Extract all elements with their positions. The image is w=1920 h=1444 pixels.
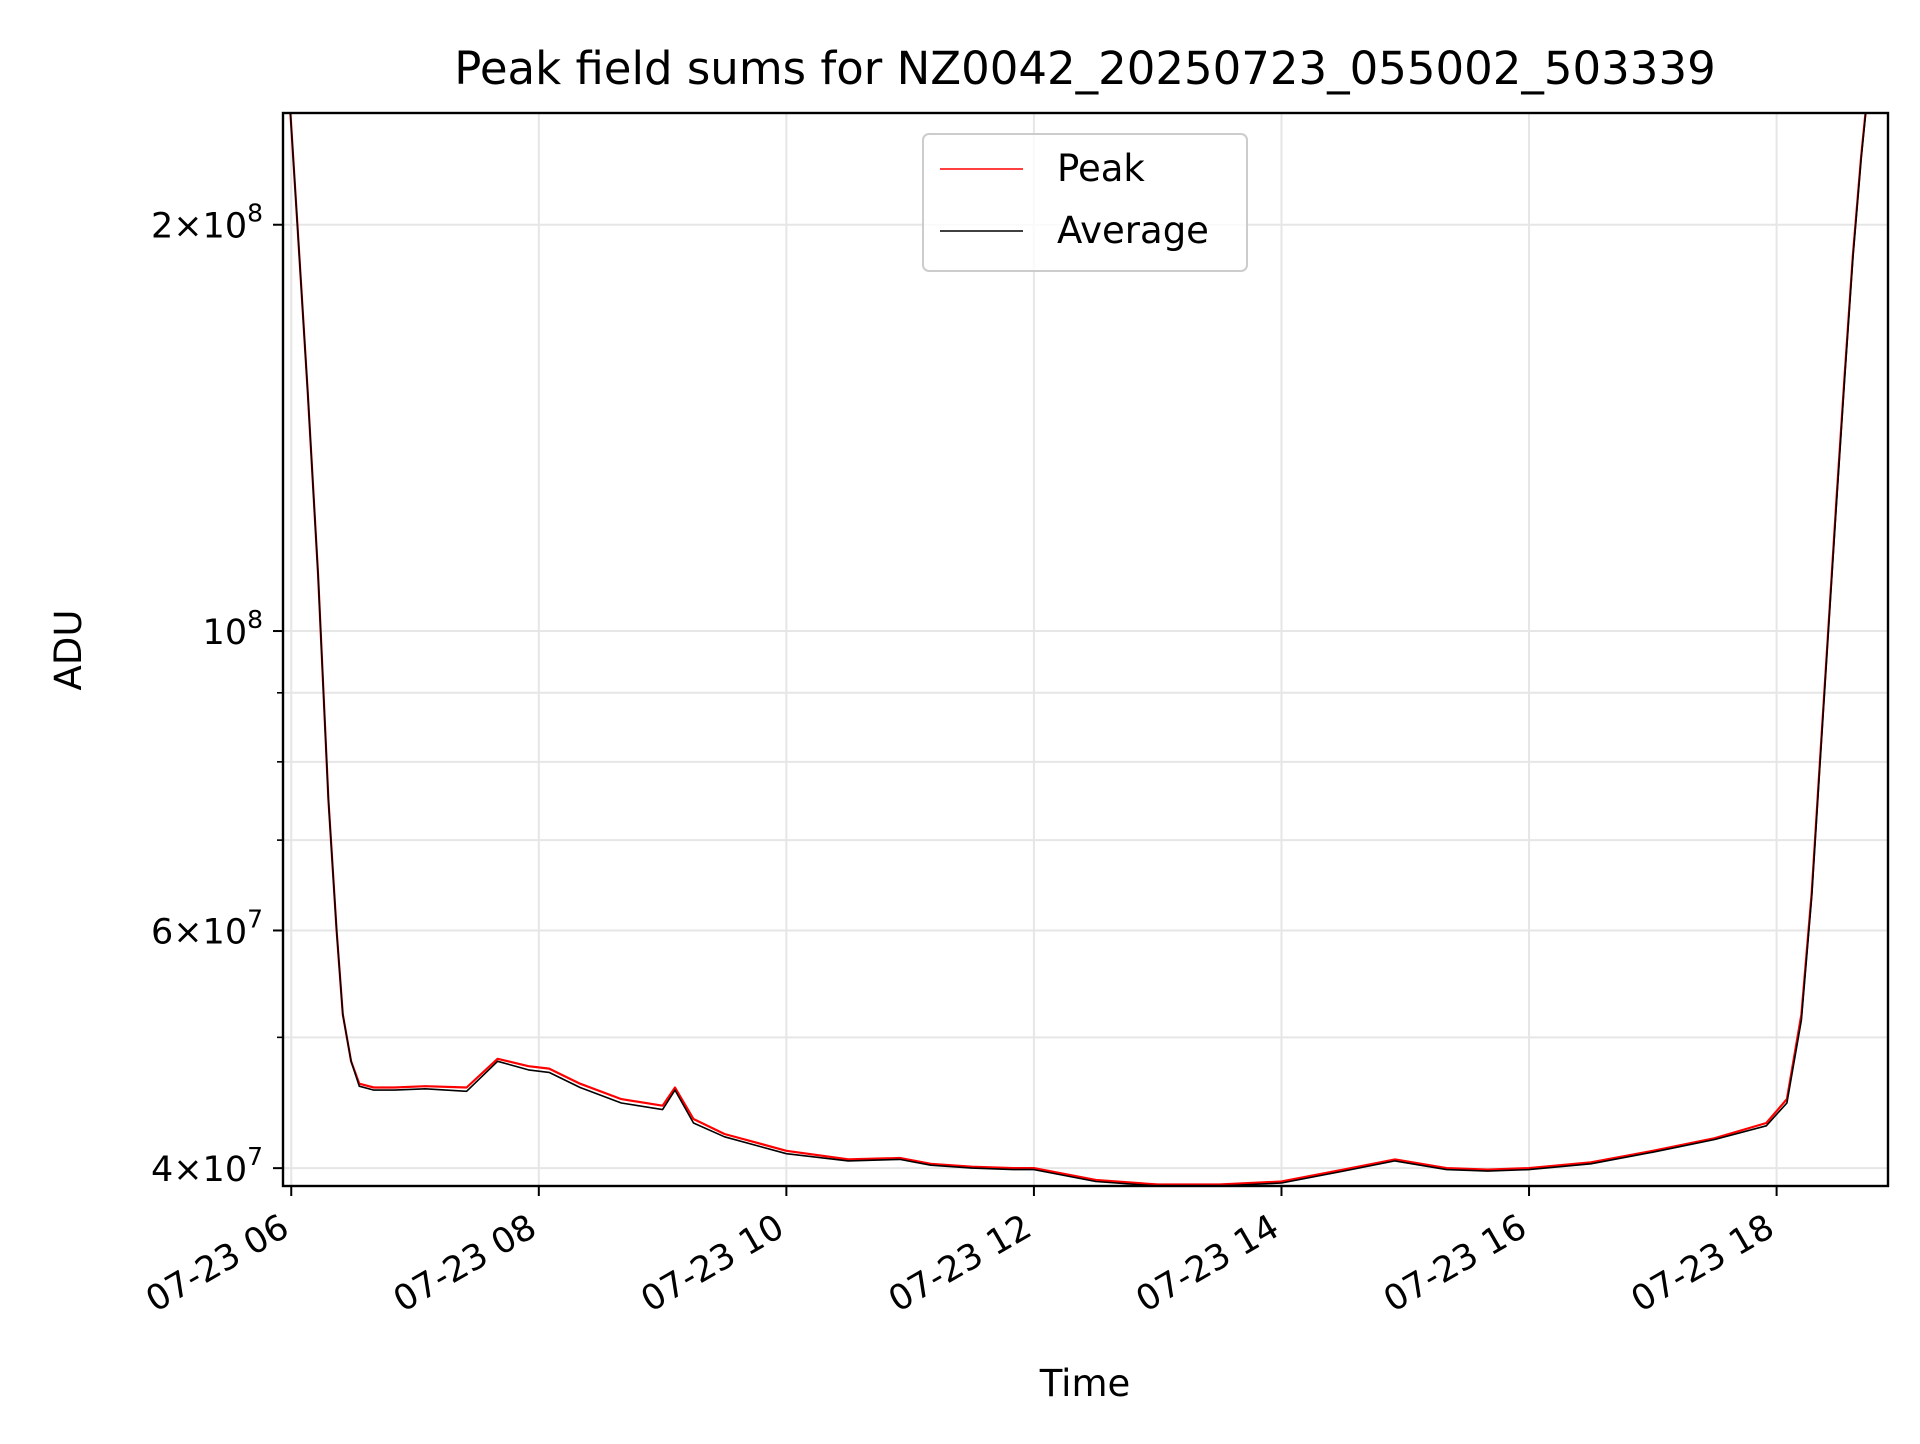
y-tick-label: 6×107	[151, 904, 263, 952]
series-line-average	[289, 113, 1867, 1186]
x-axis-label: Time	[1039, 1362, 1131, 1405]
plot-frame	[281, 111, 1890, 1188]
legend-average-label: Average	[1057, 209, 1209, 252]
y-axis-label: ADU	[47, 610, 90, 691]
y-tick-label: 4×107	[151, 1142, 263, 1190]
chart-title: Peak field sums for NZ0042_20250723_0550…	[454, 42, 1715, 95]
legend: Peak Average	[922, 133, 1248, 272]
series-layer	[289, 113, 1867, 1186]
y-axis: 4×107 6×107 108 2×108	[151, 199, 283, 1190]
legend-peak-label: Peak	[1057, 147, 1145, 190]
y-tick-label: 2×108	[151, 199, 263, 247]
y-tick-label: 108	[203, 605, 263, 653]
